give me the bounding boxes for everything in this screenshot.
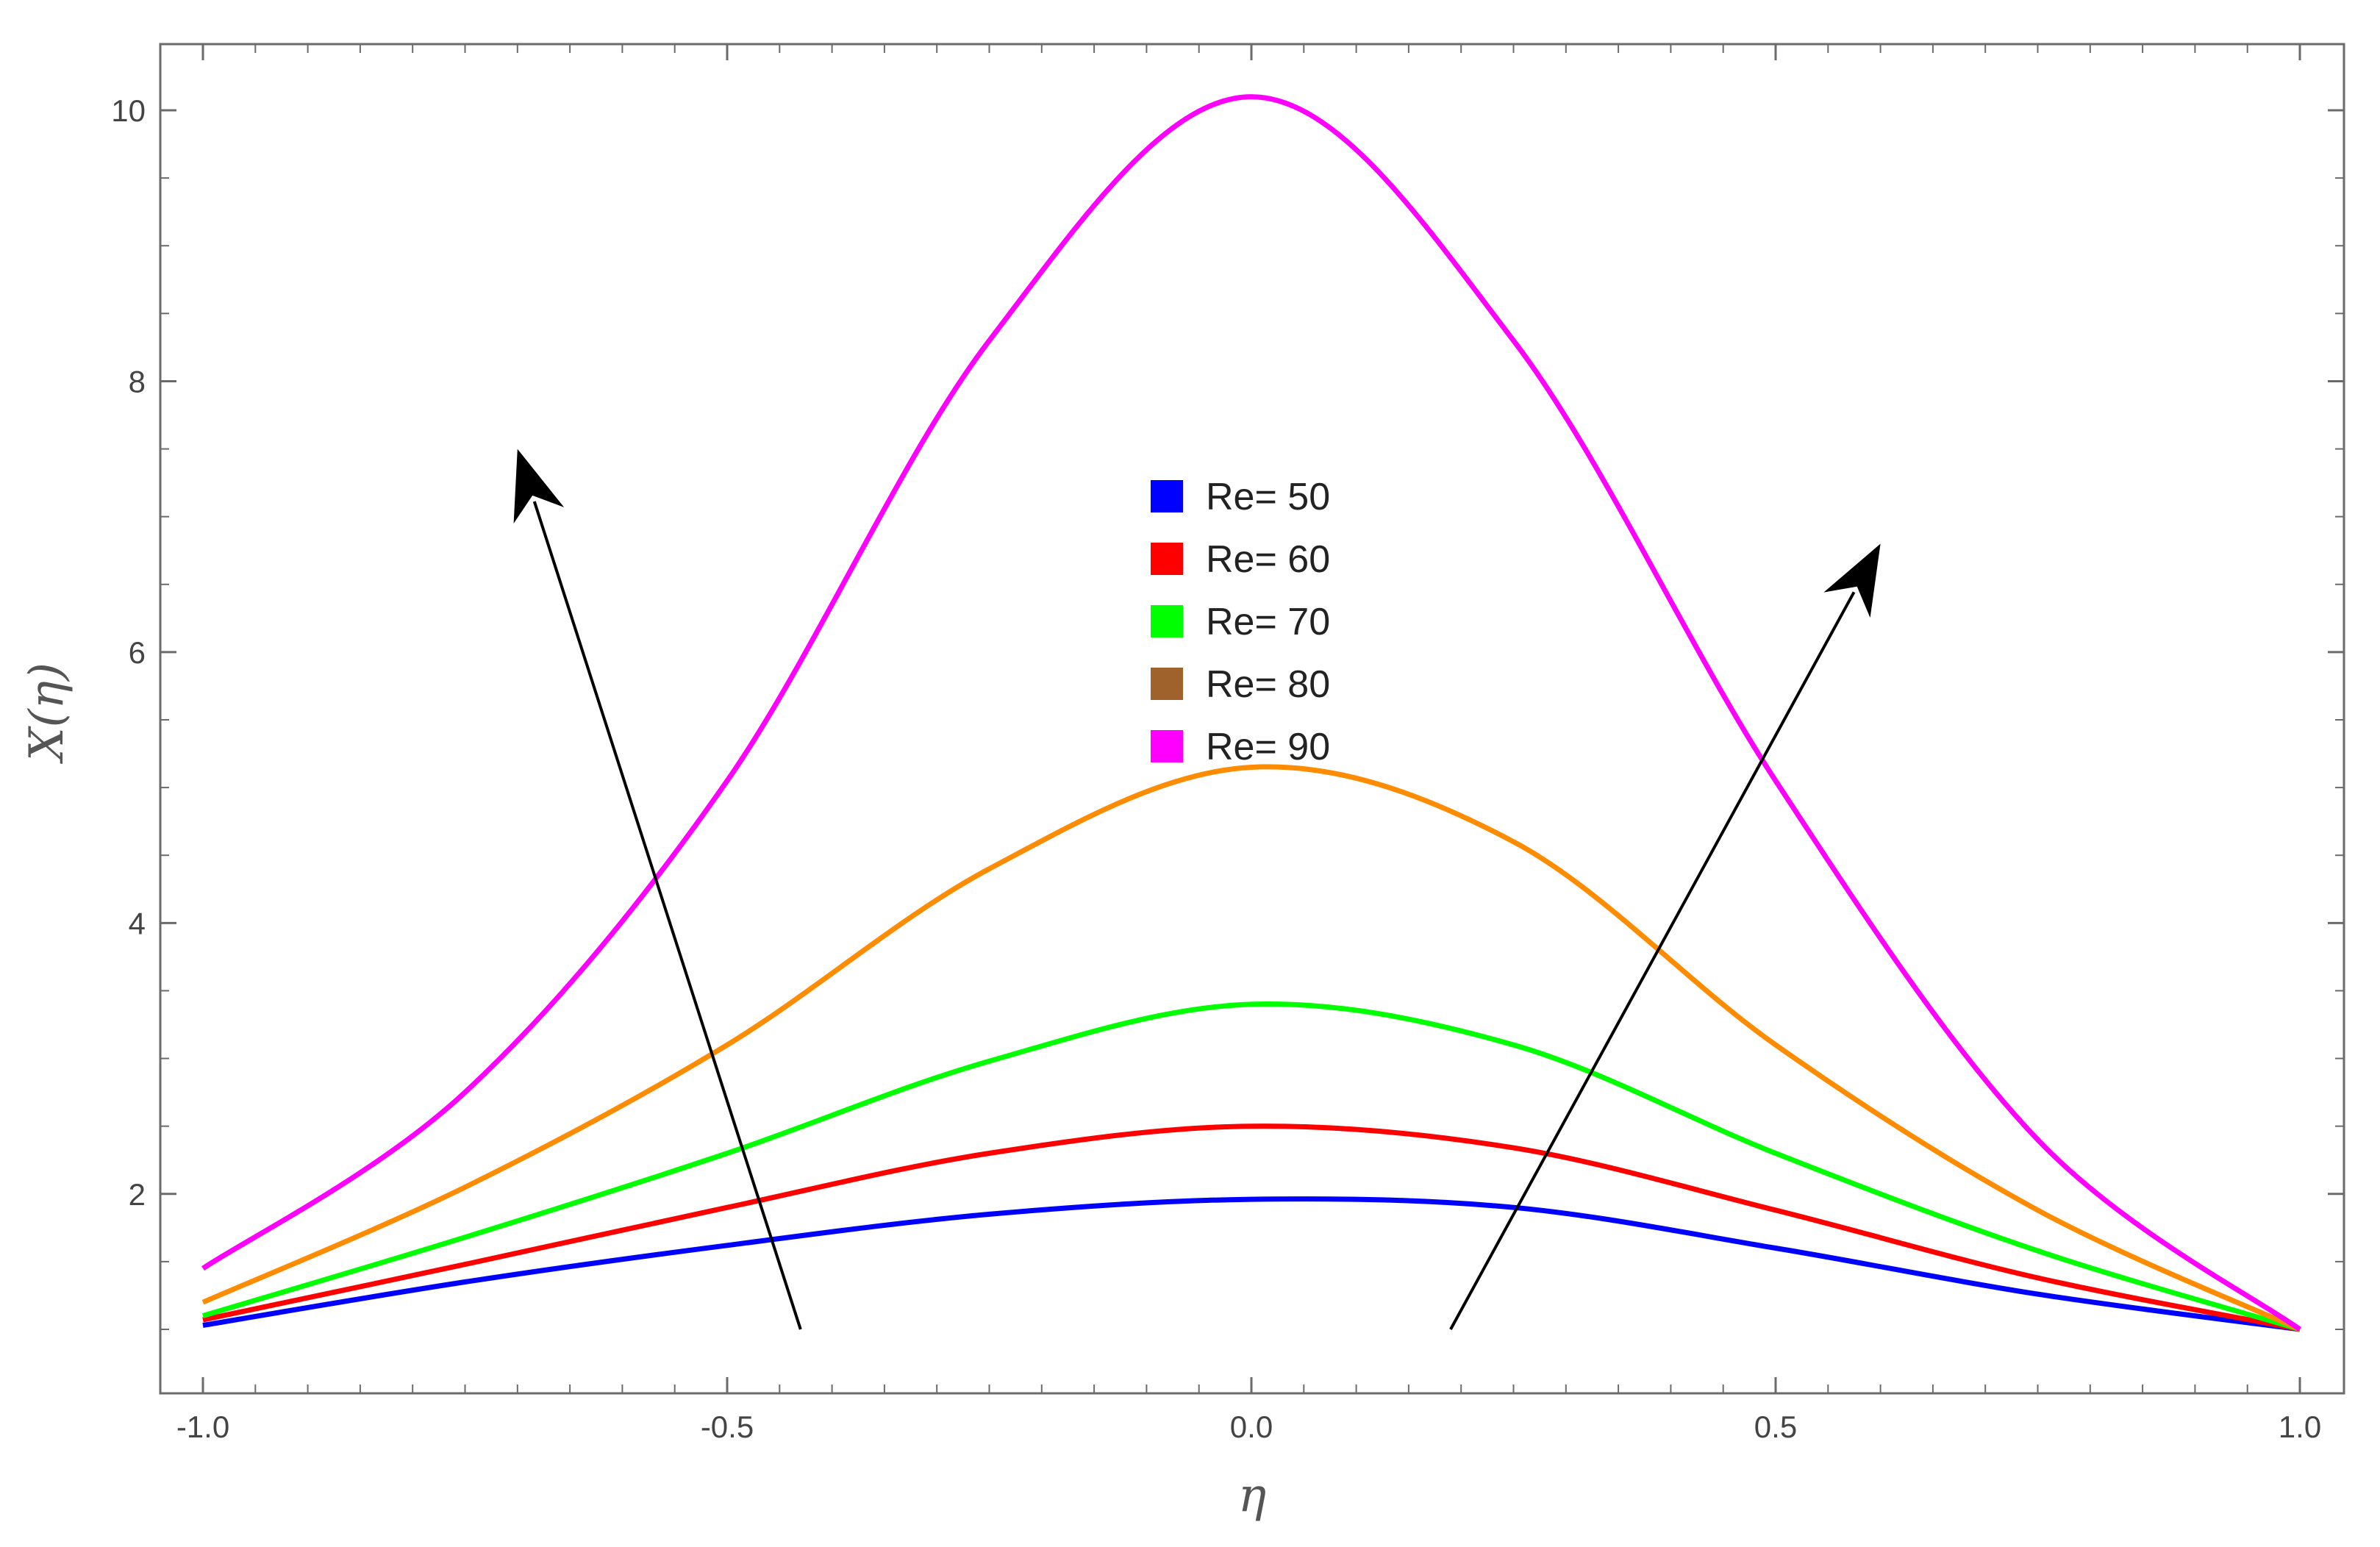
y-tick-label: 2 bbox=[129, 1177, 146, 1212]
x-tick-label: -1.0 bbox=[176, 1410, 229, 1444]
x-tick-label: 0.5 bbox=[1754, 1410, 1797, 1444]
x-tick-label: -0.5 bbox=[701, 1410, 754, 1444]
y-tick-label: 8 bbox=[129, 364, 146, 399]
legend-label: Re= 50 bbox=[1206, 476, 1330, 518]
axis-tick-labels: -1.0 -0.5 0.0 0.5 1.0 2 4 6 8 10 bbox=[111, 93, 2321, 1444]
legend-swatch bbox=[1151, 543, 1183, 575]
trend-arrows bbox=[513, 449, 1881, 1330]
legend-label: Re= 60 bbox=[1206, 538, 1330, 581]
legend-swatch bbox=[1151, 730, 1183, 762]
axis-ticks bbox=[160, 44, 2344, 1393]
legend-label: Re= 70 bbox=[1206, 601, 1330, 643]
series-line bbox=[202, 1196, 2301, 1332]
arrow-head bbox=[1823, 543, 1881, 618]
legend-swatch bbox=[1151, 668, 1183, 700]
y-tick-label: 10 bbox=[111, 93, 146, 128]
y-axis-title: X(η) bbox=[20, 662, 74, 765]
x-axis-title: η bbox=[1238, 1468, 1266, 1523]
series-line bbox=[201, 764, 2301, 1332]
legend-label: Re= 90 bbox=[1206, 726, 1330, 768]
x-tick-label: 0.0 bbox=[1230, 1410, 1273, 1444]
curves bbox=[201, 94, 2302, 1332]
plot-frame bbox=[159, 43, 2345, 1395]
legend-swatch bbox=[1151, 480, 1183, 512]
x-tick-label: 1.0 bbox=[2279, 1410, 2321, 1444]
legend-swatch bbox=[1151, 605, 1183, 637]
arrow-shaft bbox=[1449, 591, 1856, 1330]
y-tick-label: 4 bbox=[129, 906, 146, 940]
legend: Re= 50 Re= 60 Re= 70 Re= 80 Re= 90 bbox=[1151, 476, 1330, 768]
series-line bbox=[201, 1001, 2301, 1332]
arrow-shaft bbox=[532, 501, 802, 1330]
series-line bbox=[201, 94, 2302, 1332]
series-line bbox=[202, 1123, 2301, 1332]
legend-label: Re= 80 bbox=[1206, 663, 1330, 706]
arrow-head bbox=[513, 449, 565, 524]
y-tick-label: 6 bbox=[129, 635, 146, 670]
